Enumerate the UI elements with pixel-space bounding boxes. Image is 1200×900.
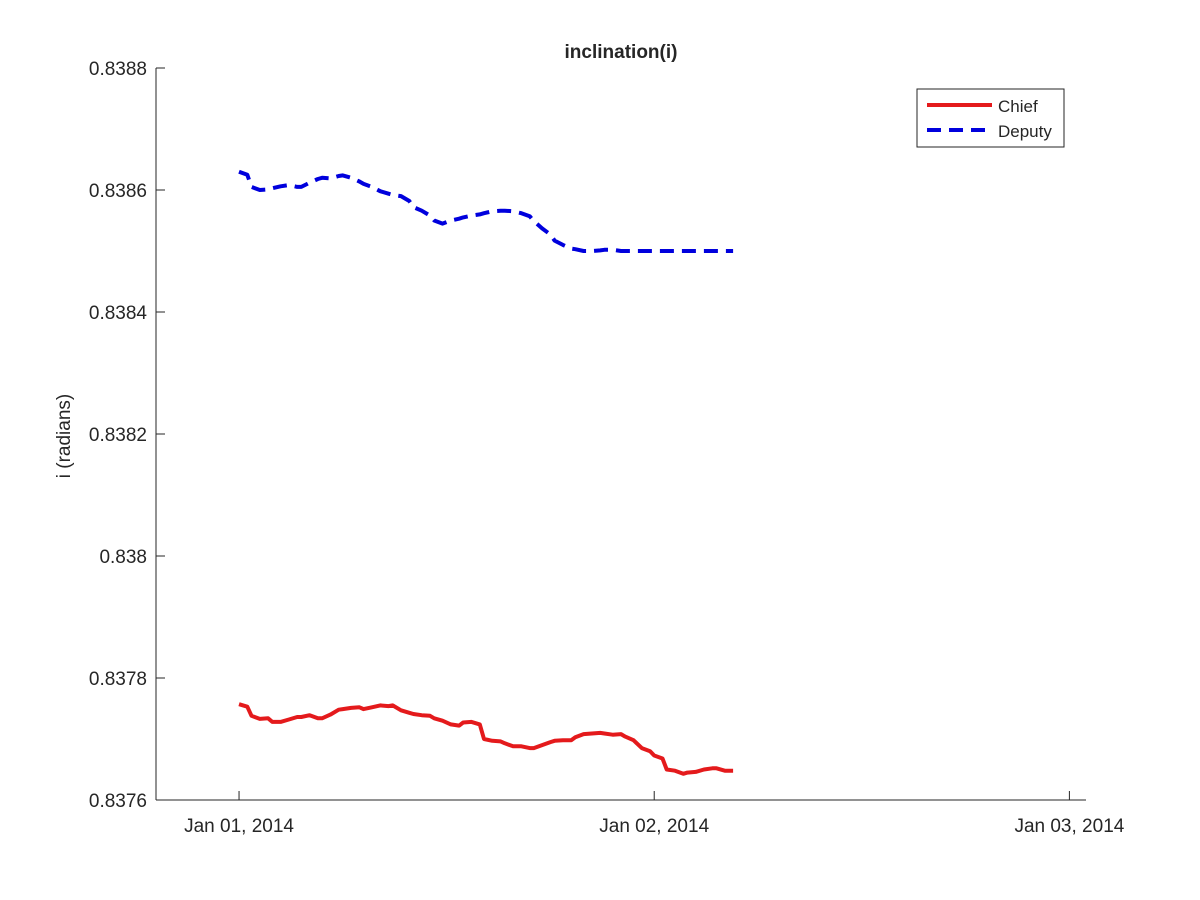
legend-chief-label: Chief	[998, 97, 1038, 116]
series-lines	[238, 169, 734, 776]
legend-box	[916, 88, 1065, 148]
y-tick-label: 0.8378	[89, 669, 147, 690]
y-ticks: 0.8376 0.8378 0.838 0.8382 0.8384 0.8386 0.838…	[89, 59, 165, 812]
y-tick-label: 0.8382	[89, 425, 147, 446]
series-line-chief	[238, 702, 734, 776]
y-axis-label: i (radians)	[54, 394, 75, 478]
y-tick-label: 0.8376	[89, 791, 147, 812]
x-tick-label: Jan 01, 2014	[184, 816, 294, 837]
series-line-deputy	[238, 169, 734, 253]
y-tick-label: 0.8386	[89, 181, 147, 202]
chart-title: inclination(i)	[565, 42, 678, 63]
x-ticks: Jan 01, 2014 Jan 02, 2014 Jan 03, 2014	[184, 791, 1125, 837]
y-tick-label: 0.8388	[89, 59, 147, 80]
x-tick-label: Jan 02, 2014	[599, 816, 709, 837]
legend-deputy-label: Deputy	[998, 122, 1052, 141]
legend: Chief Deputy	[916, 88, 1065, 148]
y-tick-label: 0.838	[99, 547, 147, 568]
y-tick-label: 0.8384	[89, 303, 148, 324]
x-tick-label: Jan 03, 2014	[1014, 816, 1124, 837]
